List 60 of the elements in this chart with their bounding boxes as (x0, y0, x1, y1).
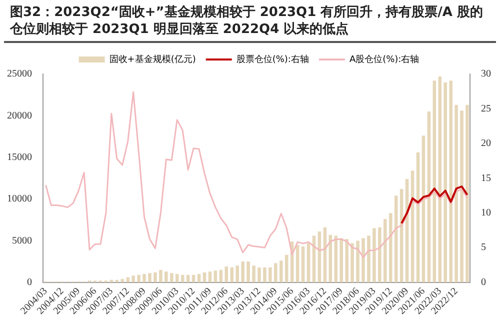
bar (170, 273, 174, 282)
bar (241, 262, 244, 282)
bar (388, 213, 392, 282)
bar (334, 236, 338, 282)
y-tick-label: 15000 (7, 152, 32, 163)
bar (148, 273, 152, 282)
bar (132, 276, 135, 282)
bar (356, 240, 360, 282)
bar (444, 82, 448, 282)
bar (137, 274, 140, 282)
bar (340, 238, 343, 282)
legend-label: A股仓位(%):右轴 (349, 54, 420, 65)
bar (258, 267, 261, 282)
bar (164, 272, 168, 282)
bar (466, 104, 469, 282)
y-tick-label: 20000 (7, 110, 32, 122)
bar (378, 227, 382, 282)
legend-label: 固收+基金规模(亿元) (109, 54, 196, 65)
bar (230, 267, 234, 282)
bar (362, 238, 365, 282)
bar (154, 272, 157, 282)
y2-tick-label: 5 (481, 242, 486, 254)
bar (142, 274, 146, 282)
bar (460, 110, 464, 282)
bar (279, 260, 283, 282)
bar (345, 239, 348, 282)
bar (384, 219, 387, 282)
bar (454, 104, 458, 282)
bar (284, 254, 288, 282)
bar (175, 274, 179, 282)
legend-label: 股票仓位(%):右轴 (236, 54, 309, 65)
bar (224, 266, 228, 282)
chart-title: 图32：2023Q2“固收+”基金规模相较于 2023Q1 有所回升，持有股票/A 股的仓位则相较于 2023Q1 明显回落至 2022Q4 以来的低点 (4, 0, 496, 43)
y2-tick-label: 30 (481, 68, 491, 80)
y2-tick-label: 10 (481, 208, 491, 219)
bar (246, 262, 250, 282)
bar (252, 266, 256, 282)
y2-tick-label: 15 (481, 172, 491, 184)
y-tick-label: 10000 (7, 194, 32, 205)
bar (301, 246, 305, 282)
bar (159, 270, 162, 282)
y-tick-label: 25000 (7, 68, 32, 80)
bar (263, 267, 266, 282)
bar (126, 277, 130, 282)
bar (438, 76, 442, 282)
y-tick-label: 0 (27, 276, 32, 288)
bar (372, 228, 376, 282)
bar (274, 263, 278, 282)
bar (214, 270, 218, 282)
bar (449, 80, 452, 282)
bar (268, 267, 272, 282)
bar (306, 243, 310, 282)
bar (350, 243, 354, 282)
bar (120, 279, 124, 282)
y2-tick-label: 25 (481, 103, 491, 114)
bar (236, 266, 239, 282)
bar (367, 236, 370, 282)
y2-tick-label: 0 (481, 276, 486, 288)
y2-tick-label: 20 (481, 138, 491, 150)
y-tick-label: 5000 (12, 235, 32, 246)
